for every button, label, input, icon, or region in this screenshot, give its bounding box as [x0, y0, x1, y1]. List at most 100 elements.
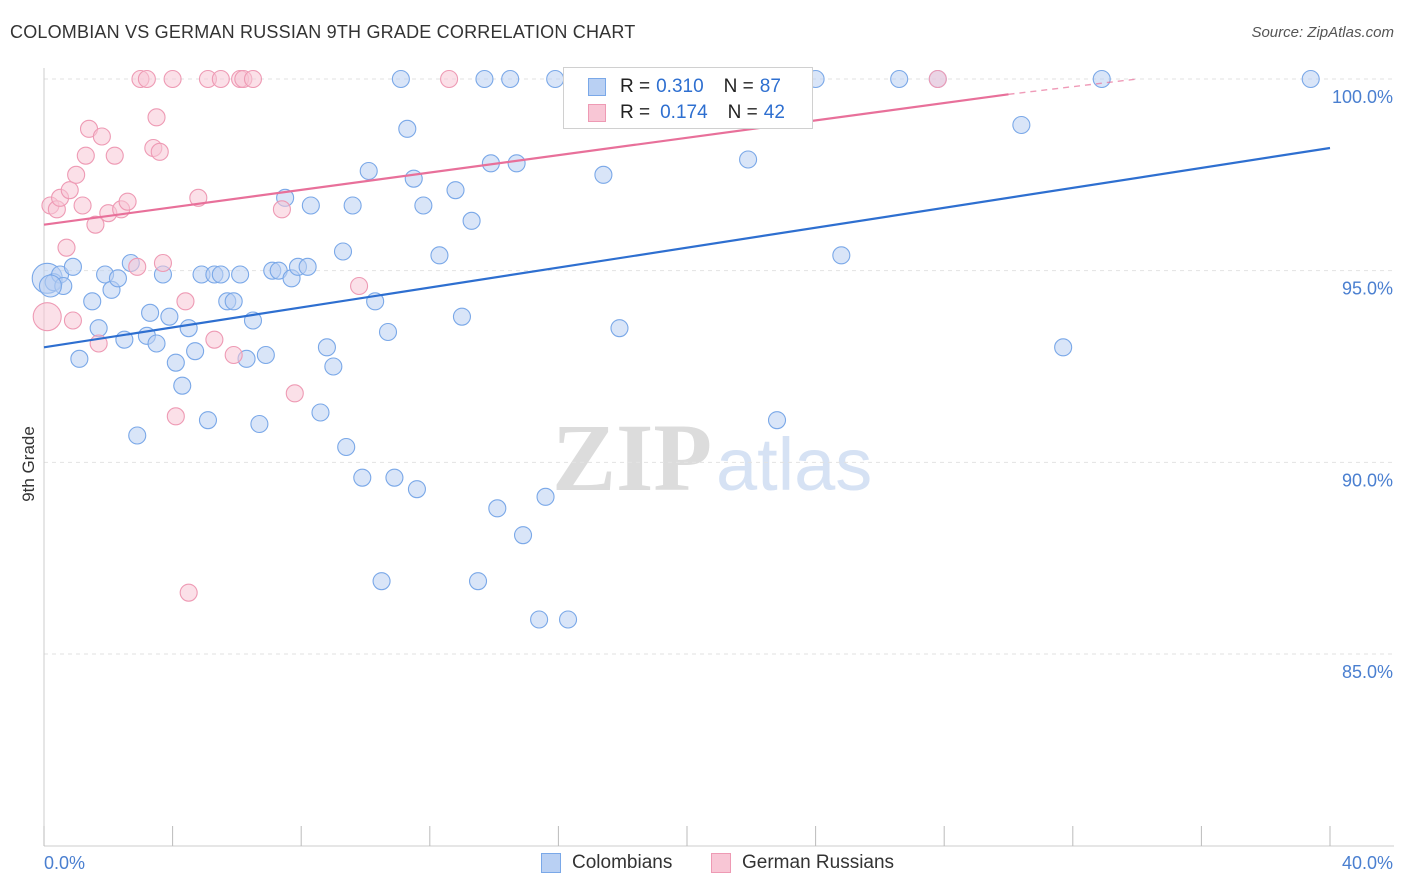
point-german-russians [285, 384, 304, 403]
point-colombians [337, 437, 356, 457]
point-colombians [832, 246, 851, 265]
point-colombians [767, 411, 787, 430]
point-german-russians [179, 583, 198, 602]
point-colombians [89, 319, 108, 338]
y-axis-title: 9th Grade [19, 426, 38, 502]
point-german-russians [118, 192, 137, 211]
point-colombians [160, 307, 179, 326]
point-colombians [231, 265, 250, 284]
y-tick-label: 85.0% [1342, 662, 1393, 682]
trend-lines [43, 78, 1331, 349]
point-german-russians [272, 200, 291, 219]
point-colombians [38, 274, 62, 298]
point-colombians [372, 572, 391, 591]
point-german-russians [166, 407, 185, 426]
point-colombians [333, 242, 353, 261]
x-tick-label: 40.0% [1342, 853, 1393, 873]
data-points [31, 69, 1320, 629]
point-german-russians [76, 146, 95, 165]
point-colombians [211, 265, 230, 284]
trend-line-german-russians-extension [1008, 78, 1138, 96]
point-german-russians [150, 142, 169, 161]
point-german-russians [211, 69, 230, 89]
point-colombians [186, 342, 205, 361]
point-german-russians [189, 188, 208, 207]
point-colombians [343, 196, 362, 215]
x-tick-label: 0.0% [44, 853, 85, 873]
point-colombians [359, 161, 378, 181]
legend-bottom: Colombians German Russians [0, 852, 1406, 878]
point-german-russians [147, 108, 166, 127]
point-colombians [301, 196, 320, 215]
point-german-russians [60, 181, 79, 200]
legend-row-german-russians: R = 0.174 N = 42 [588, 101, 785, 125]
point-colombians [147, 334, 166, 353]
point-colombians [179, 319, 198, 338]
point-colombians [128, 426, 147, 445]
point-colombians [1301, 69, 1320, 89]
point-german-russians [73, 196, 92, 215]
point-german-russians [440, 69, 459, 89]
y-tick-label: 90.0% [1342, 470, 1393, 490]
point-colombians [391, 69, 410, 89]
point-german-russians [105, 146, 124, 165]
point-colombians [1092, 69, 1111, 89]
legend-item-german-russians: German Russians [711, 852, 894, 874]
tick-labels: 85.0% 90.0% 95.0% 100.0% 0.0% 40.0% [44, 87, 1393, 873]
trend-line-german-russians [43, 93, 1009, 226]
point-colombians [594, 165, 613, 184]
point-colombians [324, 357, 343, 376]
point-colombians [530, 610, 549, 629]
point-colombians [398, 119, 417, 138]
point-german-russians [137, 69, 156, 89]
point-colombians [739, 150, 758, 169]
point-colombians [468, 572, 488, 591]
point-colombians [250, 414, 269, 434]
point-colombians [70, 349, 89, 368]
point-colombians [452, 307, 472, 326]
legend-bottom-label-german-russians: German Russians [742, 852, 895, 873]
point-colombians [475, 69, 494, 89]
point-german-russians [224, 345, 243, 365]
point-colombians [378, 322, 398, 342]
legend-r-label: R = [620, 102, 651, 123]
y-tick-label: 100.0% [1332, 87, 1393, 107]
y-tick-label: 95.0% [1342, 279, 1393, 299]
point-colombians [536, 487, 555, 506]
point-colombians [507, 154, 526, 173]
legend-r-value: 0.310 [656, 76, 704, 97]
chart-title: COLOMBIAN VS GERMAN RUSSIAN 9TH GRADE CO… [10, 22, 636, 42]
point-german-russians [176, 292, 195, 311]
point-colombians [198, 411, 218, 430]
legend-r-label: R = [620, 76, 651, 97]
point-colombians [501, 69, 520, 89]
watermark-zip: ZIP [552, 404, 712, 511]
point-colombians [462, 211, 481, 230]
legend-swatch-german-russians [588, 104, 606, 122]
point-colombians [224, 292, 243, 311]
point-colombians [108, 269, 127, 288]
legend-bottom-label-colombians: Colombians [572, 852, 673, 873]
point-colombians [353, 468, 372, 487]
point-german-russians [92, 127, 111, 146]
point-german-russians [67, 165, 86, 184]
point-colombians [890, 69, 909, 89]
legend-row-colombians: R = 0.310 N = 87 [588, 75, 781, 99]
point-colombians [407, 480, 426, 499]
point-german-russians [128, 257, 147, 276]
point-colombians [1054, 338, 1073, 357]
point-colombians [298, 257, 317, 276]
legend-n-value: 87 [759, 76, 781, 97]
trend-line-colombians [43, 146, 1331, 349]
point-colombians [166, 353, 185, 372]
watermark: ZIP atlas [552, 404, 872, 511]
point-german-russians [57, 238, 76, 257]
point-german-russians [86, 215, 105, 234]
point-german-russians [205, 330, 224, 349]
watermark-atlas: atlas [716, 423, 872, 506]
legend-n-label: N = [727, 102, 758, 123]
point-colombians [63, 257, 82, 276]
legend-bottom-swatch-german-russians [711, 853, 731, 873]
point-german-russians [928, 69, 947, 89]
